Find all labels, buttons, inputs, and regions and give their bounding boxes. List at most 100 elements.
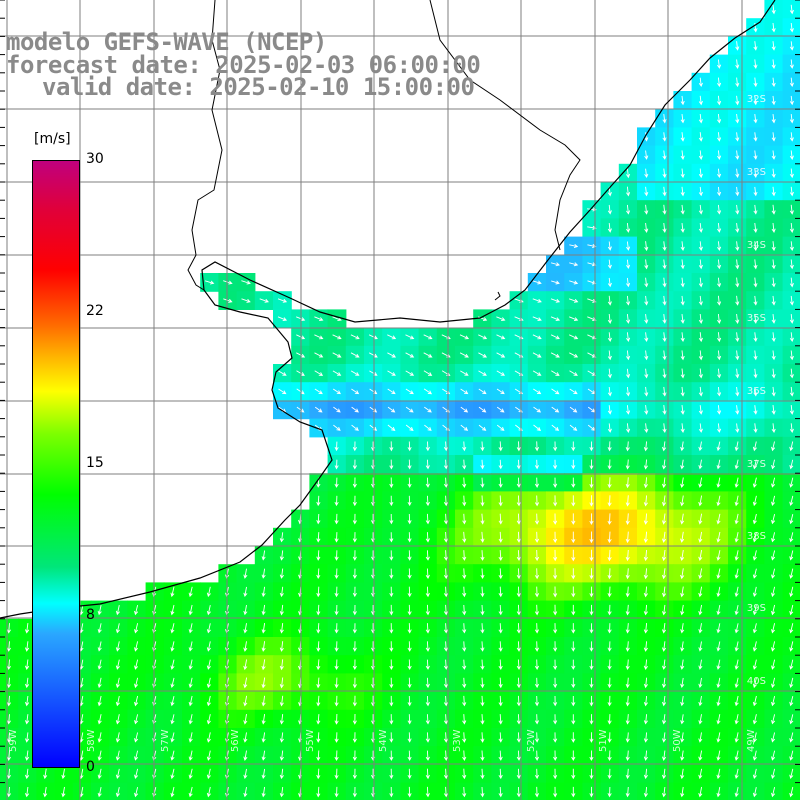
wind-arrow — [498, 623, 503, 634]
wind-arrow — [243, 787, 248, 798]
lat-label-39s: 39S — [746, 603, 766, 614]
wind-arrow — [752, 568, 757, 579]
wind-arrow — [498, 477, 503, 488]
wind-arrow — [571, 495, 576, 507]
wind-arrow — [680, 350, 685, 361]
wind-arrow — [352, 550, 357, 561]
wind-arrow — [680, 168, 685, 179]
wind-arrow — [644, 168, 649, 179]
wind-arrow — [279, 677, 284, 689]
wind-arrow — [698, 550, 703, 562]
wind-arrow — [480, 550, 485, 561]
wind-arrow — [607, 313, 612, 324]
wind-arrow — [480, 768, 485, 780]
wind-arrow — [735, 41, 740, 51]
wind-arrow — [589, 586, 594, 598]
wind-arrow — [550, 298, 561, 303]
wind-arrow — [115, 714, 120, 725]
wind-arrow — [332, 370, 342, 376]
wind-arrow — [753, 186, 758, 197]
wind-arrow — [734, 586, 739, 598]
wind-arrow — [734, 623, 739, 634]
wind-arrow — [534, 586, 540, 598]
wind-arrow — [316, 586, 321, 598]
wind-arrow — [532, 316, 542, 322]
wind-arrow — [332, 352, 342, 358]
wind-arrow — [553, 641, 558, 652]
wind-arrow — [771, 459, 776, 470]
wind-arrow — [241, 280, 251, 285]
wind-arrow — [277, 298, 288, 303]
wind-arrow — [498, 550, 503, 562]
wind-arrow — [735, 295, 740, 306]
wind-arrow — [717, 113, 722, 124]
wind-arrow — [698, 313, 703, 324]
wind-arrow — [753, 241, 758, 252]
wind-arrow — [115, 659, 120, 670]
wind-arrow — [389, 659, 394, 671]
wind-arrow — [24, 732, 30, 743]
wind-arrow — [314, 406, 323, 413]
wind-arrow — [496, 370, 505, 376]
wind-arrow — [170, 768, 175, 780]
wind-arrow — [424, 406, 432, 413]
wind-arrow — [553, 677, 558, 689]
wind-arrow — [698, 168, 703, 179]
wind-arrow — [462, 441, 467, 452]
wind-arrow — [607, 623, 612, 634]
wind-arrow — [425, 659, 430, 670]
wind-arrow — [626, 314, 631, 324]
wind-arrow — [698, 568, 703, 580]
wind-arrow — [716, 714, 721, 725]
wind-arrow — [680, 204, 685, 215]
wind-arrow — [734, 787, 739, 798]
wind-arrow — [661, 659, 667, 670]
wind-arrow — [553, 750, 558, 762]
wind-arrow — [553, 459, 558, 470]
wind-arrow — [316, 550, 321, 561]
wind-arrow — [735, 368, 740, 379]
wind-arrow — [316, 513, 321, 525]
wind-arrow — [753, 77, 758, 88]
wind-arrow — [316, 695, 321, 707]
wind-arrow — [498, 495, 503, 507]
wind-arrow — [569, 280, 579, 285]
wind-arrow — [771, 604, 776, 616]
wind-arrow — [589, 531, 594, 544]
wind-arrow — [478, 424, 487, 431]
wind-arrow — [717, 386, 722, 397]
wind-arrow — [661, 586, 667, 598]
wind-arrow — [625, 695, 630, 707]
wind-arrow — [789, 405, 794, 415]
wind-arrow — [24, 714, 30, 725]
wind-arrow — [789, 277, 794, 288]
wind-arrow — [789, 459, 794, 470]
wind-arrow — [680, 568, 685, 580]
wind-arrow — [698, 368, 703, 379]
wind-arrow — [443, 677, 449, 689]
wind-arrow — [717, 95, 722, 106]
wind-arrow — [516, 659, 521, 671]
wind-arrow — [698, 423, 703, 433]
wind-arrow — [789, 714, 794, 725]
wind-arrow — [387, 406, 396, 413]
wind-arrow — [206, 732, 211, 743]
wind-arrow — [771, 314, 776, 324]
wind-arrow — [551, 388, 560, 395]
wind-arrow — [516, 531, 521, 543]
wind-arrow — [661, 786, 667, 798]
wind-arrow — [698, 659, 703, 670]
wind-arrow — [443, 459, 449, 470]
wind-arrow — [498, 513, 503, 525]
wind-arrow — [661, 513, 667, 525]
wind-arrow — [680, 786, 685, 798]
wind-arrow — [316, 750, 321, 762]
wind-arrow — [24, 695, 30, 707]
wind-arrow — [352, 513, 357, 525]
wind-arrow — [698, 223, 703, 233]
wind-arrow — [333, 406, 341, 413]
wind-arrow — [753, 22, 758, 33]
wind-arrow — [407, 513, 412, 525]
lon-label-59w: 59W — [8, 729, 19, 752]
wind-arrow — [771, 332, 776, 343]
